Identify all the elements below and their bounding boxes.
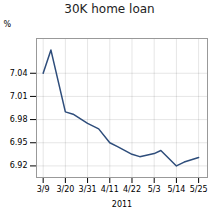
svg-text:5/14: 5/14 bbox=[167, 185, 185, 194]
svg-text:6.95: 6.95 bbox=[10, 138, 28, 147]
svg-text:7.01: 7.01 bbox=[10, 92, 28, 101]
svg-text:6.92: 6.92 bbox=[10, 161, 28, 170]
svg-text:5/3: 5/3 bbox=[148, 185, 161, 194]
svg-text:6.98: 6.98 bbox=[10, 115, 28, 124]
svg-text:4/22: 4/22 bbox=[123, 185, 141, 194]
html-text:30K home loan: 30K home loan bbox=[64, 2, 155, 16]
svg-text:3/9: 3/9 bbox=[37, 185, 50, 194]
svg-text:%: % bbox=[4, 20, 12, 29]
svg-text:5/25: 5/25 bbox=[190, 185, 208, 194]
svg-text:4/11: 4/11 bbox=[101, 185, 119, 194]
svg-text:7.04: 7.04 bbox=[10, 69, 28, 78]
svg-text:3/31: 3/31 bbox=[79, 185, 97, 194]
svg-text:2011: 2011 bbox=[112, 200, 132, 209]
svg-text:3/20: 3/20 bbox=[56, 185, 74, 194]
